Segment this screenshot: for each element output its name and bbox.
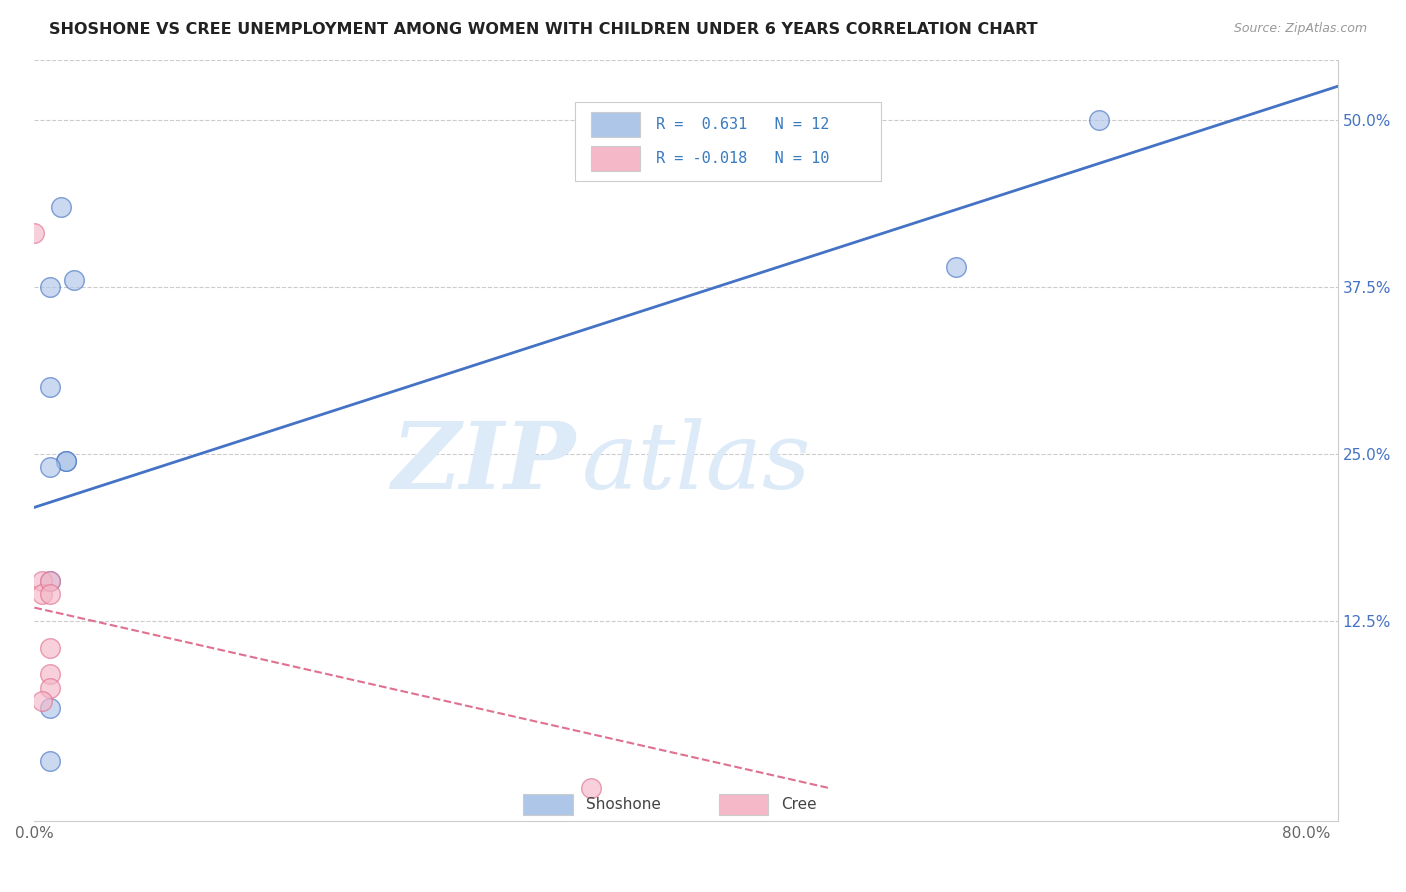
Point (63, 273, 86, 287)
FancyBboxPatch shape (591, 146, 640, 171)
Point (39, 587, 62, 601)
Text: Shoshone: Shoshone (586, 797, 661, 813)
Point (31, 574, 53, 588)
Text: Source: ZipAtlas.com: Source: ZipAtlas.com (1233, 22, 1367, 36)
Point (51, 200, 73, 214)
Point (39, 574, 62, 588)
FancyBboxPatch shape (575, 102, 882, 181)
Point (39, 701, 62, 715)
FancyBboxPatch shape (591, 112, 640, 136)
Text: R = -0.018   N = 10: R = -0.018 N = 10 (657, 151, 830, 166)
Text: R =  0.631   N = 12: R = 0.631 N = 12 (657, 117, 830, 132)
FancyBboxPatch shape (718, 794, 768, 815)
Point (31, 587, 53, 601)
FancyBboxPatch shape (523, 794, 572, 815)
Point (31, 694, 53, 708)
Point (39, 280, 62, 294)
Point (22, 227, 45, 241)
Point (39, 460, 62, 475)
Point (39, 754, 62, 768)
Point (55, 453, 77, 467)
Point (39, 380, 62, 394)
Point (39, 640, 62, 655)
Point (39, 574, 62, 588)
Point (39, 681, 62, 695)
Text: Cree: Cree (782, 797, 817, 813)
Point (1088, 112, 1111, 127)
Point (39, 667, 62, 681)
Text: ZIP: ZIP (391, 418, 575, 508)
Point (945, 260, 967, 274)
Point (579, 780, 602, 795)
Text: atlas: atlas (582, 418, 811, 508)
Point (55, 453, 77, 467)
Text: SHOSHONE VS CREE UNEMPLOYMENT AMONG WOMEN WITH CHILDREN UNDER 6 YEARS CORRELATIO: SHOSHONE VS CREE UNEMPLOYMENT AMONG WOME… (49, 22, 1038, 37)
